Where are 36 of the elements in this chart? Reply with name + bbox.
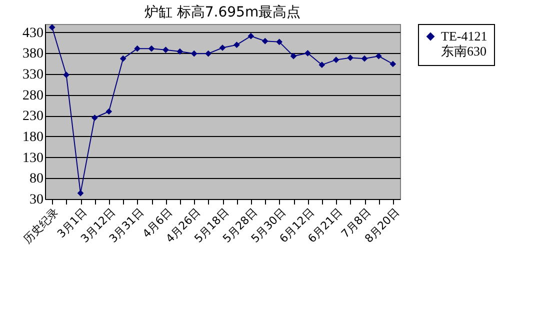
y-tick-label: 230 bbox=[22, 109, 44, 124]
point bbox=[63, 72, 70, 78]
point bbox=[347, 54, 354, 61]
point bbox=[304, 50, 311, 56]
point bbox=[162, 46, 169, 53]
point bbox=[77, 190, 84, 196]
y-tick-label: 180 bbox=[22, 130, 44, 145]
point bbox=[318, 62, 326, 68]
point bbox=[148, 45, 155, 52]
point bbox=[205, 50, 212, 57]
point bbox=[332, 56, 340, 63]
point bbox=[48, 24, 56, 30]
point bbox=[120, 55, 126, 62]
point bbox=[92, 114, 98, 121]
point bbox=[390, 60, 396, 68]
legend-label: TE-4121 东南630 bbox=[441, 28, 488, 58]
point bbox=[376, 52, 382, 60]
y-tick-label: 380 bbox=[22, 46, 44, 62]
point bbox=[276, 38, 282, 46]
point bbox=[176, 48, 184, 55]
point bbox=[361, 55, 368, 62]
y-tick-label: 30 bbox=[30, 192, 44, 208]
point bbox=[290, 52, 297, 60]
point bbox=[190, 50, 198, 57]
y-tick-label: 430 bbox=[22, 26, 44, 41]
y-tick-label: 80 bbox=[30, 172, 44, 187]
point bbox=[248, 32, 254, 40]
point bbox=[134, 45, 140, 52]
point bbox=[106, 108, 112, 115]
y-tick-label: 130 bbox=[22, 150, 44, 166]
y-tick-label: 280 bbox=[22, 88, 44, 104]
y-tick-label: 330 bbox=[22, 68, 44, 82]
chart-title: 炉缸 标高7.695m最高点 bbox=[144, 4, 301, 20]
point bbox=[262, 38, 268, 44]
point bbox=[234, 42, 240, 48]
point bbox=[219, 44, 226, 51]
